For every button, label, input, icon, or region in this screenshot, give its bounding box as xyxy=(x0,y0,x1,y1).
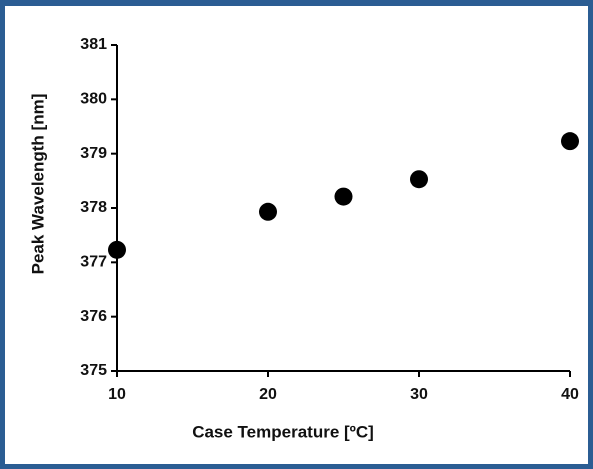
x-tick-label: 40 xyxy=(561,386,579,403)
x-axis-label: Case Temperature [ºC] xyxy=(192,422,374,441)
point xyxy=(259,202,277,221)
x-tick-label: 30 xyxy=(410,386,428,403)
point xyxy=(108,240,126,259)
y-tick-label: 377 xyxy=(80,254,107,271)
y-tick-label: 378 xyxy=(80,199,107,216)
chart: Case Temperature [ºC] Peak Wavelength [n… xyxy=(28,36,579,441)
x-tick-label: 10 xyxy=(108,386,126,403)
point xyxy=(410,170,428,189)
y-tick-label: 380 xyxy=(80,91,107,108)
point xyxy=(334,187,353,206)
y-tick-label: 375 xyxy=(80,362,107,379)
y-tick-label: 376 xyxy=(80,308,107,325)
y-axis-label: Peak Wavelength [nm] xyxy=(28,94,47,275)
x-tick-label: 20 xyxy=(259,386,277,403)
y-tick-label: 379 xyxy=(80,145,107,162)
point xyxy=(561,132,579,151)
y-tick-label: 381 xyxy=(80,36,107,53)
